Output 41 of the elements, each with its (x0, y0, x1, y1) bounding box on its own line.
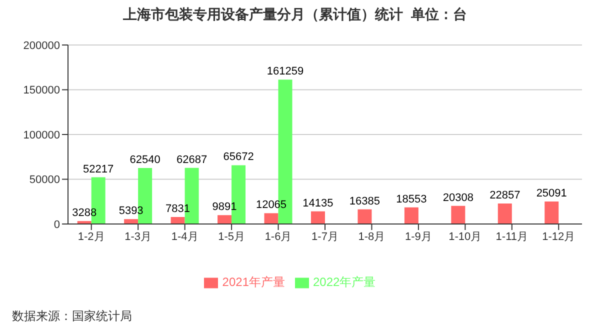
bar (498, 204, 512, 224)
y-tick-label: 150000 (23, 84, 60, 97)
x-tick-label: 1-3月 (124, 230, 152, 243)
data-label: 16385 (349, 195, 380, 208)
data-label: 52217 (83, 163, 114, 176)
bar (218, 215, 232, 224)
x-tick-label: 1-5月 (218, 230, 245, 243)
y-tick-label: 50000 (29, 174, 60, 186)
bar (358, 209, 372, 224)
bar (404, 207, 418, 224)
bar (451, 206, 466, 224)
x-tick-label: 1-10月 (448, 230, 482, 243)
legend-label: 2021年产量 (222, 275, 285, 289)
x-tick-label: 1-11月 (496, 230, 528, 243)
bar (124, 219, 138, 224)
x-tick-label: 1-9月 (405, 230, 432, 243)
source-note: 数据来源：国家统计局 (12, 308, 132, 325)
y-tick-label: 200000 (23, 40, 60, 52)
legend-label: 2022年产量 (313, 275, 376, 289)
x-tick-label: 1-8月 (358, 230, 386, 243)
y-tick-label: 0 (54, 218, 60, 231)
data-label: 18553 (396, 193, 427, 206)
y-tick-label: 100000 (23, 129, 60, 142)
x-tick-label: 1-4月 (171, 230, 198, 243)
bar (544, 202, 559, 224)
data-label: 25091 (536, 188, 567, 200)
data-label: 62687 (176, 154, 208, 166)
chart-title: 上海市包装专用设备产量分月（累计值）统计 单位：台 (122, 6, 468, 24)
data-label: 161259 (266, 66, 304, 78)
x-tick-label: 1-7月 (312, 230, 338, 243)
bar (170, 216, 185, 224)
data-label: 65672 (223, 151, 254, 164)
data-label: 14135 (302, 197, 334, 210)
data-label: 22857 (490, 190, 520, 202)
x-tick-label: 1-6月 (264, 230, 292, 243)
bar (264, 213, 278, 224)
data-label: 20308 (442, 192, 474, 204)
x-tick-label: 1-2月 (78, 230, 105, 243)
x-tick-label: 1-12月 (542, 230, 576, 243)
bar (310, 211, 325, 224)
data-label: 62540 (130, 154, 160, 166)
